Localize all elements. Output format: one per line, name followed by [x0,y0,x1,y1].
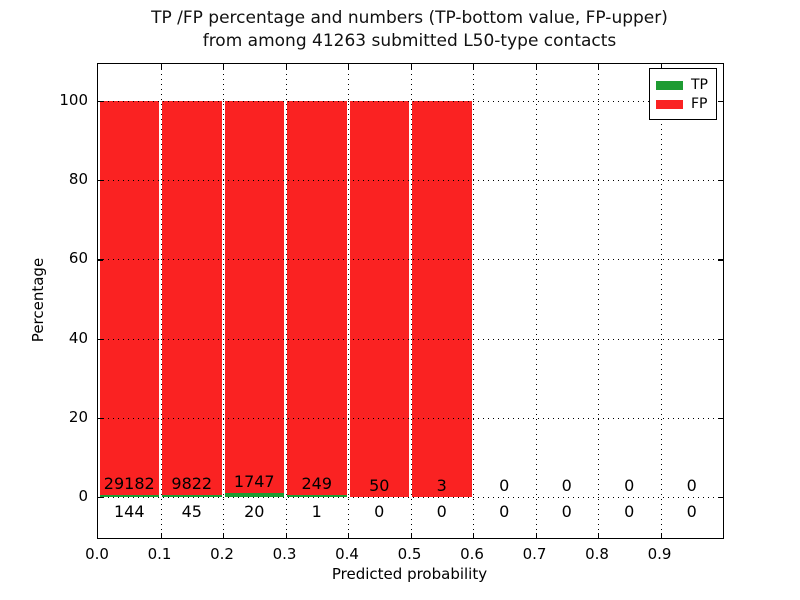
x-tick-label: 0.7 [522,545,547,563]
x-gridline [660,64,662,538]
y-axis-label: Percentage [29,257,47,343]
fp-bar [349,101,409,497]
x-tick [410,533,412,538]
x-tick [473,533,475,538]
x-tick-label: 0.3 [272,545,297,563]
x-tick [473,64,475,69]
y-tick-label: 20 [68,407,88,426]
x-tick-label: 0.0 [85,545,109,563]
y-tick-label: 100 [59,91,88,109]
x-tick [410,64,412,69]
tp-count-label: 0 [374,502,385,521]
tp-color-swatch [656,80,683,90]
fp-bar [287,101,347,496]
x-tick [348,533,350,538]
x-tick [535,64,537,69]
fp-count-label: 0 [499,476,510,495]
y-tick [718,101,723,103]
x-tick [598,533,600,538]
fp-count-label: 3 [436,476,447,495]
x-gridline [223,64,224,538]
legend-label-fp: FP [691,96,708,112]
tp-count-label: 144 [113,502,145,521]
tp-count-label: 45 [181,502,202,521]
tp-count-label: 0 [686,502,697,521]
fp-count-label: 0 [624,476,635,495]
x-tick [598,64,600,69]
fp-color-swatch [656,99,683,109]
y-tick [98,101,103,103]
tp-count-label: 1 [311,502,322,521]
fp-count-label: 0 [686,476,697,495]
y-tick-label: 0 [78,487,88,505]
fp-bar [162,101,222,496]
x-tick [160,533,162,538]
fp-count-label: 0 [561,476,572,495]
x-gridline [160,64,162,538]
x-tick-label: 0.6 [460,545,484,563]
y-tick [718,338,723,340]
x-tick [223,533,225,538]
tp-bar [162,495,222,497]
tp-count-label: 0 [561,502,572,521]
y-tick [98,417,103,420]
x-gridline [410,64,412,538]
x-tick [535,533,537,538]
y-tick [98,497,103,499]
tp-bar [224,492,284,497]
legend-label-tp: TP [691,77,708,93]
legend-item-fp: FP [656,96,710,112]
tp-count-label: 0 [436,502,447,521]
y-tick [98,338,103,340]
y-tick [718,497,723,499]
y-tick-label: 60 [68,249,88,268]
fp-count-label: 50 [369,476,390,495]
x-gridline [535,64,537,538]
x-tick [285,533,287,538]
x-tick [660,533,662,538]
legend-item-tp: TP [656,77,710,93]
x-tick-label: 0.2 [210,545,234,563]
x-tick-label: 0.5 [397,545,422,563]
x-gridline [348,64,349,538]
x-tick [285,64,287,69]
y-tick-label: 80 [68,170,88,189]
x-tick [160,64,162,69]
tp-bar [99,495,159,497]
fp-bar [412,101,472,497]
y-tick [718,180,723,182]
tp-count-label: 20 [244,502,265,521]
plot-area: 29182 144 9822 45 1747 20 249 1 50 0 3 0 0 0 0 0 0 0 0 0 TP… [97,63,724,539]
fp-bar [224,101,284,493]
tp-count-label: 0 [624,502,635,521]
fp-count-label: 249 [301,474,333,494]
x-tick-label: 0.8 [585,545,609,563]
x-gridline [598,64,599,538]
y-tick [98,259,103,261]
y-tick [718,259,723,261]
tp-bar [287,495,347,497]
chart-title-line1: TP /FP percentage and numbers (TP-bottom… [151,8,668,28]
y-tick [718,417,723,420]
x-tick-label: 0.1 [147,545,172,563]
y-tick [98,180,103,182]
legend: TP FP [649,68,717,120]
x-tick [660,64,662,69]
chart-title: TP /FP percentage and numbers (TP-bottom… [97,7,722,53]
fp-count-label: 9822 [171,474,213,494]
fp-count-label: 29182 [103,474,155,494]
chart-title-line2: from among 41263 submitted L50-type cont… [202,31,617,51]
tp-count-label: 0 [499,502,510,521]
x-gridline [473,64,474,538]
fp-count-label: 1747 [233,471,275,491]
x-tick-label: 0.4 [335,545,359,563]
y-tick-label: 40 [68,328,88,347]
x-tick [348,64,350,69]
x-tick-label: 0.9 [647,545,672,563]
x-tick [223,64,225,69]
x-gridline [285,64,287,538]
x-axis-label: Predicted probability [331,565,488,583]
fp-bar [99,101,159,496]
